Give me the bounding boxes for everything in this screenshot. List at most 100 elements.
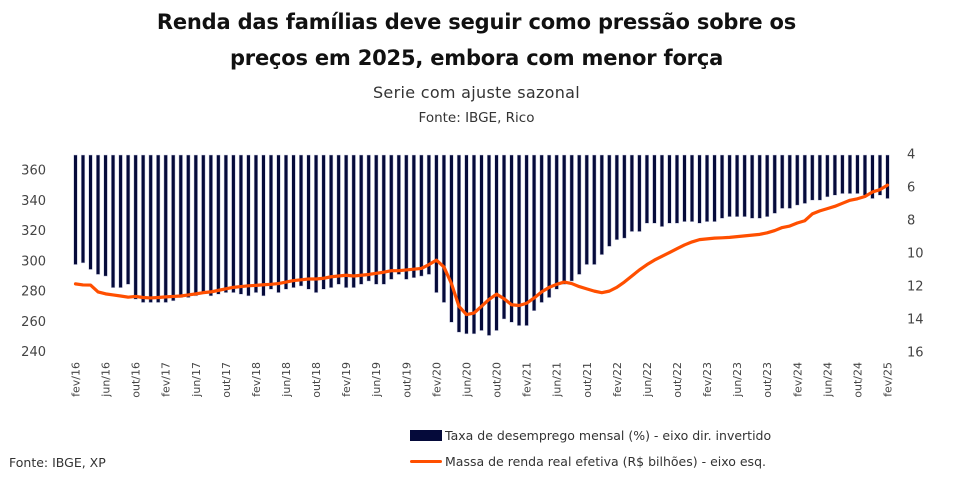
- left-axis: 240 260 280 300 320 340 360: [21, 164, 46, 361]
- income-point: [826, 208, 828, 210]
- income-point: [142, 296, 144, 299]
- unemployment-bar: [73, 154, 78, 265]
- income-point: [104, 293, 107, 295]
- right-axis: 4 6 8 10 12 14 16: [907, 148, 924, 361]
- unemployment-bar: [216, 154, 221, 295]
- income-point: [676, 248, 678, 250]
- right-axis-tick-label: 14: [907, 313, 924, 328]
- unemployment-bar: [870, 154, 875, 199]
- chart-title-line-2: preços em 2025, embora com menor força: [229, 46, 724, 70]
- x-axis-tick-label: fev/21: [521, 362, 534, 397]
- income-point: [751, 234, 753, 236]
- income-point: [526, 302, 528, 304]
- unemployment-bar: [517, 154, 522, 326]
- income-point: [616, 286, 618, 288]
- income-point: [323, 277, 325, 279]
- unemployment-bar: [697, 154, 702, 224]
- income-point: [548, 286, 550, 288]
- unemployment-bar: [569, 154, 574, 282]
- income-point: [736, 236, 738, 238]
- right-axis-tick-label: 16: [907, 346, 924, 361]
- income-point: [465, 314, 468, 316]
- income-point: [405, 269, 407, 271]
- unemployment-bar: [825, 154, 830, 198]
- chart-subtitle: Serie com ajuste sazonal: [372, 83, 581, 102]
- unemployment-bar: [712, 154, 717, 222]
- unemployment-bar: [577, 154, 582, 275]
- income-point: [120, 295, 122, 297]
- unemployment-bar: [111, 154, 116, 288]
- income-point: [879, 189, 881, 191]
- unemployment-bar: [449, 154, 454, 323]
- unemployment-bar: [644, 154, 649, 224]
- income-point: [345, 274, 347, 276]
- unemployment-bar: [810, 154, 815, 201]
- x-axis-tick-label: jun/19: [370, 362, 383, 398]
- unemployment-bar: [855, 154, 860, 194]
- income-point: [766, 232, 768, 234]
- income-point: [277, 282, 280, 285]
- x-axis-tick-label: fev/22: [611, 362, 624, 397]
- unemployment-bar: [253, 154, 258, 293]
- x-axis-tick-label: out/21: [581, 362, 594, 398]
- unemployment-bar: [562, 154, 567, 285]
- left-axis-tick-label: 240: [21, 345, 46, 360]
- income-point: [420, 267, 422, 270]
- x-axis-tick-label: out/17: [220, 362, 233, 398]
- unemployment-bar: [795, 154, 800, 206]
- unemployment-bar: [524, 154, 529, 326]
- legend-item-unemployment: Taxa de desemprego mensal (%) - eixo dir…: [410, 428, 771, 443]
- unemployment-bar: [133, 154, 138, 300]
- income-point: [383, 271, 385, 273]
- income-point: [653, 259, 656, 261]
- income-point: [82, 284, 84, 286]
- unemployment-bar: [374, 154, 379, 285]
- income-point: [510, 304, 513, 306]
- income-point: [435, 259, 437, 261]
- income-point: [804, 220, 806, 222]
- x-axis-tick-label: jun/21: [551, 362, 564, 398]
- income-point: [338, 275, 340, 277]
- left-axis-tick-label: 280: [21, 285, 46, 300]
- x-axis-tick-label: out/22: [671, 362, 684, 398]
- income-point: [781, 226, 783, 229]
- x-axis-tick-label: fev/17: [160, 362, 173, 397]
- income-point: [789, 225, 791, 227]
- income-point: [571, 282, 573, 285]
- legend-line-swatch-icon: [410, 460, 442, 463]
- income-point: [691, 241, 693, 243]
- income-point: [886, 184, 889, 186]
- left-axis-tick-label: 300: [21, 254, 46, 269]
- unemployment-bar: [231, 154, 236, 293]
- unemployment-bar: [426, 154, 431, 275]
- income-point: [683, 244, 686, 246]
- unemployment-bar: [148, 154, 153, 303]
- unemployment-bar: [502, 154, 507, 320]
- income-point: [450, 282, 453, 285]
- income-point: [495, 293, 498, 295]
- unemployment-bar: [780, 154, 785, 209]
- income-point: [578, 285, 580, 288]
- income-point: [488, 298, 490, 301]
- income-point: [202, 292, 204, 294]
- x-axis-tick-label: out/20: [491, 362, 504, 398]
- income-point: [232, 286, 234, 288]
- unemployment-bar: [840, 154, 845, 194]
- unemployment-bar: [96, 154, 101, 275]
- unemployment-bar: [118, 154, 123, 288]
- unemployment-bar: [246, 154, 251, 297]
- income-point: [255, 284, 257, 286]
- unemployment-bar: [705, 154, 710, 222]
- unemployment-bar: [441, 154, 446, 303]
- income-point: [744, 235, 746, 237]
- unemployment-bar: [494, 154, 499, 331]
- unemployment-bar: [306, 154, 311, 290]
- income-point: [759, 233, 761, 235]
- legend-bar-swatch-icon: [410, 430, 442, 441]
- x-axis-tick-label: jun/24: [821, 362, 834, 398]
- left-axis-tick-label: 360: [21, 164, 46, 179]
- income-point: [413, 268, 415, 270]
- unemployment-bar: [351, 154, 356, 288]
- x-axis-tick-label: jun/23: [731, 362, 744, 398]
- unemployment-bar: [689, 154, 695, 222]
